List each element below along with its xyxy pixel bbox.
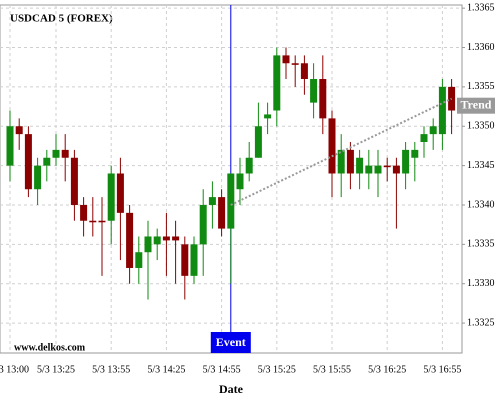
candle-body: [236, 173, 244, 190]
candle-body: [162, 236, 170, 241]
trend-box: [457, 97, 495, 114]
candle-body: [61, 149, 69, 158]
y-tick-label: 1.3335: [467, 239, 495, 250]
candle-body: [356, 157, 364, 174]
x-tick-label: 5/3 13:55: [92, 364, 130, 375]
candle-body: [291, 63, 299, 65]
y-tick-label: 1.3365: [467, 2, 495, 13]
candle-body: [98, 220, 106, 223]
y-tick-label: 1.3325: [467, 317, 495, 328]
y-tick-label: 1.3340: [467, 199, 495, 210]
trend-line: [230, 97, 453, 206]
candle-body: [116, 173, 124, 213]
candle-body: [135, 252, 143, 268]
candle-body: [402, 149, 410, 174]
candle-body: [227, 173, 235, 229]
candle-body: [172, 236, 180, 241]
x-axis-title: Date: [219, 382, 244, 396]
candle-body: [52, 149, 60, 158]
candle-body: [264, 114, 272, 119]
x-tick-label: 5/3 14:55: [203, 364, 241, 375]
candle-body: [319, 79, 327, 119]
candle-body: [300, 63, 308, 80]
candle-body: [153, 236, 161, 245]
candle-body: [6, 126, 14, 166]
candle-body: [365, 165, 373, 174]
candle-body: [24, 134, 32, 190]
candle-body: [429, 126, 437, 135]
candle-body: [245, 157, 253, 174]
y-tick-label: 1.3330: [467, 278, 495, 289]
candle-body: [438, 86, 446, 135]
candle-body: [181, 244, 189, 276]
candle-body: [374, 165, 382, 174]
event-label: Event: [216, 335, 246, 349]
x-tick-label: 5/3 15:55: [313, 364, 351, 375]
candle-body: [254, 126, 262, 158]
candle-body: [107, 173, 115, 221]
chart-title: USDCAD 5 (FOREX): [10, 13, 113, 25]
candle-body: [218, 197, 226, 229]
event-box: [210, 332, 251, 353]
y-tick-label: 1.3350: [467, 121, 495, 132]
candle-body: [383, 165, 391, 168]
candle-body: [15, 126, 23, 135]
candle-body: [411, 149, 419, 158]
x-tick-label: 5/3 13:00: [0, 364, 29, 375]
x-tick-label: 5/3 14:25: [147, 364, 185, 375]
candle-body: [89, 220, 97, 223]
candle-body: [420, 134, 428, 142]
y-tick-label: 1.3360: [467, 42, 495, 53]
candle-body: [190, 244, 198, 276]
y-tick-label: 1.3345: [467, 160, 495, 171]
candle-body: [282, 55, 290, 64]
x-tick-label: 5/3 15:25: [258, 364, 296, 375]
x-tick-label: 5/3 13:25: [37, 364, 75, 375]
x-tick-label: 5/3 16:25: [368, 364, 406, 375]
candle-body: [310, 79, 318, 103]
candle-body: [126, 212, 134, 268]
candle-body: [337, 149, 345, 174]
candle-body: [208, 197, 216, 205]
candle-body: [34, 165, 42, 190]
candle-body: [80, 204, 88, 221]
candle-body: [199, 204, 207, 245]
candle-body: [346, 149, 354, 174]
y-tick-label: 1.3355: [467, 81, 495, 92]
candle-body: [392, 165, 400, 174]
candle-body: [328, 118, 336, 174]
candle-body: [273, 55, 281, 111]
candle-body: [144, 236, 152, 253]
watermark: www.delkos.com: [14, 342, 86, 353]
candle-body: [43, 157, 51, 166]
trend-label: Trend: [461, 97, 492, 111]
candle-body: [70, 157, 78, 205]
x-tick-label: 5/3 16:55: [423, 364, 461, 375]
